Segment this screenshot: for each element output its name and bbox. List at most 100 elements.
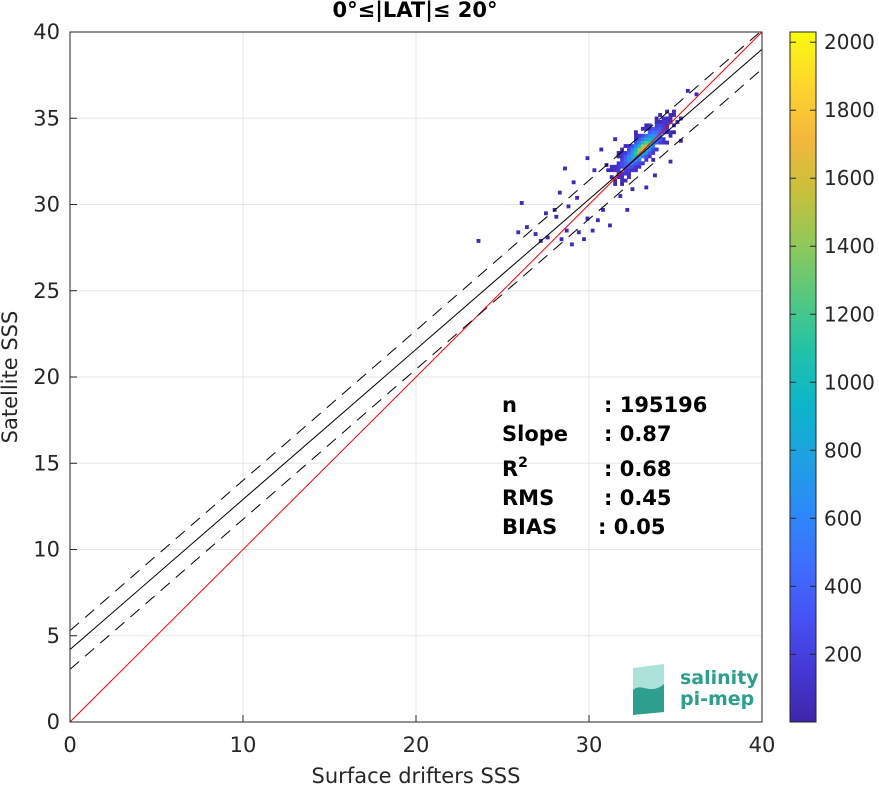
x-tick-label: 40	[749, 733, 776, 757]
density-cell	[623, 171, 628, 176]
density-cell	[613, 164, 618, 169]
density-cell	[661, 126, 666, 131]
colorbar-ticks: 200 400 600 800 1000 1200 1400 1600 1800 2000	[790, 30, 875, 666]
density-cell	[640, 140, 645, 145]
density-cell	[651, 140, 656, 145]
density-cell	[571, 180, 576, 185]
density-cell	[623, 168, 628, 173]
density-cell	[618, 194, 623, 198]
density-cell	[672, 130, 676, 135]
density-cell	[644, 133, 649, 138]
density-cell	[633, 147, 638, 152]
colorbar-tick-label: 800	[824, 438, 862, 462]
y-axis-ticks: 0 5 10 15 20 25 30 35 40	[33, 20, 77, 734]
density-cell	[665, 123, 669, 128]
density-cell	[637, 147, 642, 152]
density-cell	[620, 147, 624, 152]
density-cell	[644, 140, 649, 145]
colorbar-tick-label: 1000	[824, 370, 875, 394]
density-cell	[661, 116, 666, 121]
density-cell	[599, 147, 604, 152]
density-cell	[620, 171, 624, 176]
density-cell	[651, 147, 656, 152]
density-cell	[630, 154, 635, 159]
density-cell	[554, 214, 559, 219]
density-cell	[613, 137, 618, 142]
density-cell	[672, 113, 676, 117]
density-cell	[627, 168, 631, 173]
stat-value: : 0.05	[598, 515, 666, 539]
density-cell	[633, 133, 638, 138]
x-tick-label: 30	[576, 733, 603, 757]
y-tick-label: 5	[47, 624, 60, 648]
density-cell	[566, 204, 571, 209]
density-cell	[661, 130, 666, 135]
y-axis-label: Satellite SSS	[0, 311, 22, 444]
density-cell	[627, 164, 631, 169]
density-cell	[576, 230, 581, 235]
density-cell	[630, 151, 635, 155]
density-cell	[585, 216, 590, 221]
density-cell	[595, 218, 600, 223]
density-cell	[476, 239, 481, 243]
density-cell	[616, 151, 621, 155]
density-cell	[606, 168, 611, 173]
density-cell	[633, 161, 638, 166]
density-cell	[640, 154, 645, 159]
density-cell	[616, 154, 621, 159]
density-cell	[627, 175, 631, 180]
density-cell	[633, 168, 638, 173]
density-cell	[661, 140, 666, 145]
chart-title: 0°≤|LAT|≤ 20°	[332, 0, 497, 23]
salinity-pimep-logo: salinity pi-mep	[633, 664, 759, 715]
density-cell	[644, 154, 649, 159]
colorbar-tick-label: 200	[824, 642, 862, 666]
density-cell	[620, 178, 624, 183]
density-cell	[620, 154, 624, 159]
density-cell	[653, 173, 657, 178]
density-cell	[651, 126, 656, 131]
density-cell	[668, 130, 673, 135]
density-cell	[647, 123, 652, 128]
density-cell	[651, 137, 656, 142]
density-cell	[668, 159, 673, 164]
density-cell	[651, 133, 656, 138]
density-cell	[637, 133, 642, 138]
density-cell	[633, 164, 638, 169]
density-cell	[633, 157, 638, 162]
density-cell	[637, 164, 642, 169]
density-cell	[630, 147, 635, 152]
density-cell	[601, 207, 605, 212]
upper-bound-line	[69, 29, 763, 631]
y-tick-label: 40	[33, 20, 60, 44]
density-cell	[627, 161, 631, 166]
logo-wave	[633, 684, 664, 715]
density-cell	[647, 154, 652, 159]
density-cell	[633, 144, 638, 148]
density-cell	[637, 144, 642, 148]
density-cell	[665, 126, 669, 131]
density-cell	[694, 92, 699, 97]
density-cell	[665, 140, 669, 145]
density-cell	[627, 144, 631, 148]
density-cell	[630, 157, 635, 162]
colorbar-tick-label: 2000	[824, 30, 875, 54]
density-cell	[623, 178, 628, 183]
density-cell	[637, 154, 642, 159]
density-cell	[620, 182, 624, 186]
density-cell	[623, 164, 628, 169]
density-cell	[625, 207, 630, 212]
density-cell	[630, 168, 635, 173]
lower-bound-line	[69, 68, 763, 670]
density-cell	[519, 201, 524, 205]
density-cell	[533, 232, 538, 236]
density-cell	[620, 161, 624, 166]
colorbar-tick-label: 1200	[824, 302, 875, 326]
density-heatmap	[476, 88, 699, 247]
x-tick-label: 20	[403, 733, 430, 757]
density-cell	[627, 147, 631, 152]
colorbar-tick-label: 1400	[824, 234, 875, 258]
density-cell	[616, 168, 621, 173]
density-cell	[516, 230, 521, 235]
colorbar	[789, 31, 817, 723]
